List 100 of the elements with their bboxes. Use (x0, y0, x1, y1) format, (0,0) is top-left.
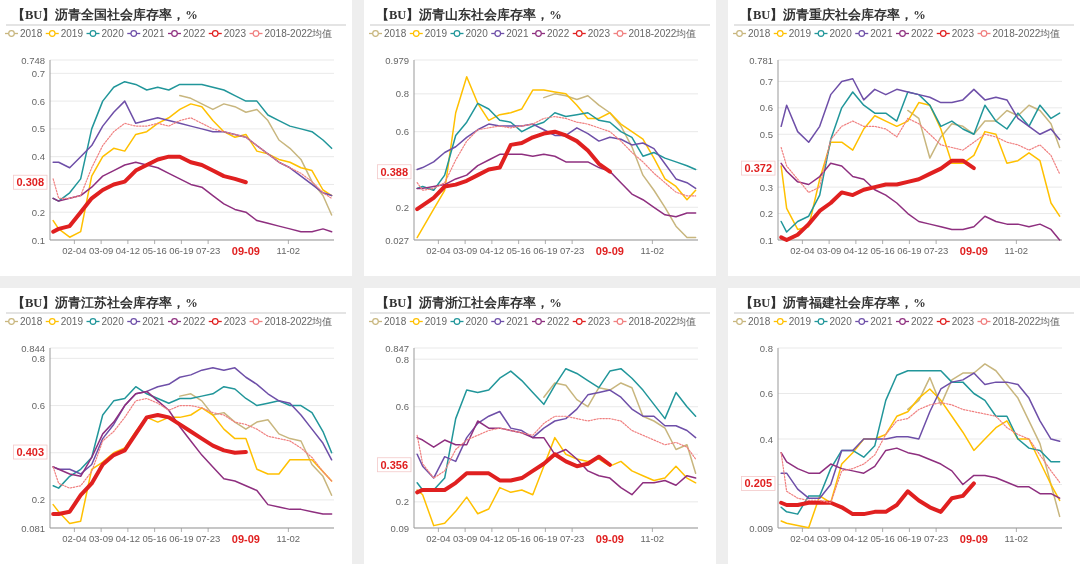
legend-label: 2019 (60, 28, 84, 39)
text: 0.308 (16, 176, 44, 189)
x-tick-label: 02-04 (62, 533, 87, 544)
x-tick-label: 11-02 (276, 533, 301, 544)
line-series (543, 93, 697, 239)
line-series (416, 415, 697, 479)
line-series (416, 420, 697, 496)
line-series (415, 452, 612, 495)
y-tick-label: 0.3 (759, 181, 773, 193)
legend-label: 2018-2022均值 (992, 316, 1061, 327)
x-tick-label: 06-19 (169, 533, 194, 544)
legend-label: 2018 (748, 316, 771, 327)
text: 09-09 (595, 245, 624, 257)
y-tick-label: 0.6 (759, 102, 773, 114)
x-tick-label: 11-02 (276, 245, 301, 256)
y-tick-label: 0.5 (31, 123, 45, 135)
y-tick-label: 0.6 (31, 400, 45, 412)
chart-title: 【BU】沥青江苏社会库存率，% (12, 295, 198, 310)
line-series (779, 158, 976, 242)
line-series (51, 413, 248, 517)
legend-label: 2018 (20, 28, 43, 39)
legend-label: 2020 (829, 28, 853, 39)
legend-label: 2019 (424, 316, 448, 327)
x-tick-label: 04-12 (479, 533, 505, 544)
y-tick-label: 0.844 (21, 342, 45, 354)
x-tick-label: 05-16 (506, 245, 531, 256)
line-series (780, 78, 1061, 143)
legend-label: 2022 (911, 316, 934, 327)
y-tick-label: 0.979 (385, 54, 409, 66)
line-series (416, 102, 697, 192)
legend-label: 2018-2022均值 (628, 28, 697, 39)
legend-label: 2018-2022均值 (264, 28, 333, 39)
x-tick-label: 03-09 (88, 533, 114, 544)
text: 0.403 (16, 446, 44, 459)
legend-label: 2021 (506, 316, 529, 327)
text: 09-09 (959, 533, 988, 545)
x-tick-label: 07-23 (559, 245, 585, 256)
legend-label: 2018-2022均值 (264, 316, 333, 327)
line-series (780, 447, 1061, 499)
y-tick-label: 0.7 (31, 67, 45, 79)
chart-title: 【BU】沥青重庆社会库存率，% (740, 7, 926, 22)
text: 0.388 (380, 165, 408, 178)
y-tick-label: 0.4 (759, 433, 773, 445)
y-tick-label: 0.6 (395, 401, 409, 413)
x-tick-label: 03-09 (452, 533, 478, 544)
y-tick-label: 0.8 (395, 353, 409, 365)
legend-label: 2020 (101, 316, 125, 327)
text: 0.372 (744, 162, 772, 175)
line-series (415, 129, 612, 212)
y-tick-label: 0.781 (749, 54, 773, 66)
line-series (52, 100, 333, 197)
line-series (543, 382, 697, 475)
legend-label: 2023 (223, 316, 247, 327)
legend-label: 2022 (183, 28, 206, 39)
text: 09-09 (231, 245, 260, 257)
legend-label: 2019 (788, 316, 812, 327)
y-tick-label: 0.6 (395, 126, 409, 138)
y-tick-label: 0.8 (759, 342, 773, 354)
line-series (907, 363, 1061, 518)
legend-label: 2023 (587, 28, 611, 39)
legend-label: 2020 (101, 28, 125, 39)
legend-label: 2018 (748, 28, 771, 39)
x-tick-label: 11-02 (640, 533, 665, 544)
x-tick-label: 04-12 (115, 533, 141, 544)
legend-label: 2021 (870, 28, 893, 39)
x-tick-label: 07-23 (559, 533, 585, 544)
x-tick-label: 02-04 (426, 245, 451, 256)
x-tick-label: 05-16 (870, 533, 895, 544)
line-series (416, 367, 697, 491)
x-tick-label: 02-04 (790, 533, 815, 544)
x-tick-label: 11-02 (1004, 245, 1029, 256)
legend-label: 2018-2022均值 (992, 28, 1061, 39)
x-tick-label: 11-02 (1004, 533, 1029, 544)
line-series (780, 402, 1061, 504)
y-tick-label: 0.009 (749, 522, 773, 534)
legend-label: 2022 (183, 316, 206, 327)
legend-label: 2023 (587, 316, 611, 327)
x-tick-label: 03-09 (452, 245, 478, 256)
x-tick-label: 06-19 (533, 245, 558, 256)
legend-label: 2018-2022均值 (628, 316, 697, 327)
text: 0.356 (380, 458, 408, 471)
legend-label: 2022 (547, 316, 570, 327)
x-tick-label: 07-23 (195, 245, 221, 256)
legend-label: 2022 (911, 28, 934, 39)
line-series (179, 393, 333, 496)
x-tick-label: 05-16 (506, 533, 531, 544)
x-tick-label: 02-04 (426, 533, 451, 544)
y-tick-label: 0.6 (31, 95, 45, 107)
legend-label: 2022 (547, 28, 570, 39)
text: 09-09 (595, 533, 624, 545)
chart-title: 【BU】沥青浙江社会库存率，% (376, 295, 562, 310)
legend-label: 2021 (142, 316, 165, 327)
legend-label: 2019 (60, 316, 84, 327)
y-tick-label: 0.081 (21, 522, 45, 534)
line-series (416, 153, 697, 218)
y-tick-label: 0.6 (759, 388, 773, 400)
line-series (179, 94, 333, 216)
y-tick-label: 0.2 (759, 208, 773, 220)
x-tick-label: 06-19 (533, 533, 558, 544)
x-tick-label: 03-09 (816, 533, 842, 544)
